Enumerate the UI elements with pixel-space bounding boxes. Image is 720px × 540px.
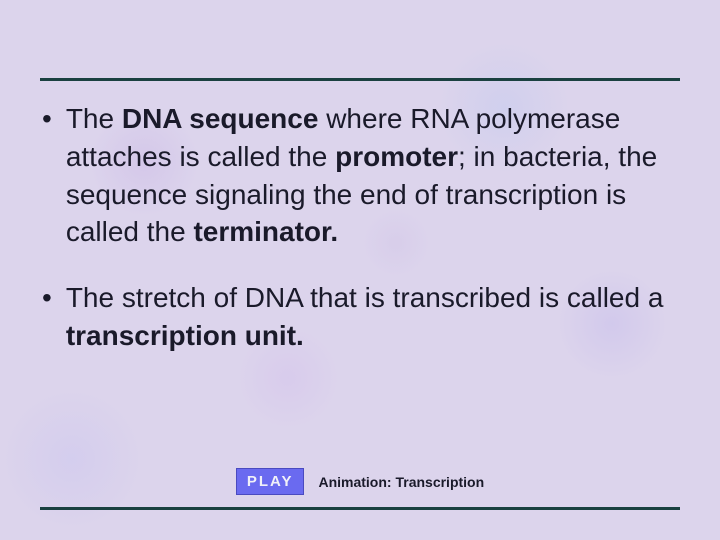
bottom-divider: [40, 507, 680, 510]
animation-caption: Animation: Transcription: [318, 474, 484, 490]
bullet-item: • The DNA sequence where RNA polymerase …: [40, 100, 680, 251]
bullet-item: • The stretch of DNA that is transcribed…: [40, 279, 680, 355]
play-row: PLAY Animation: Transcription: [0, 468, 720, 495]
bullet-text: The DNA sequence where RNA polymerase at…: [66, 100, 680, 251]
bullet-text: The stretch of DNA that is transcribed i…: [66, 279, 680, 355]
top-divider: [40, 78, 680, 81]
bullet-marker: •: [40, 279, 66, 355]
slide: • The DNA sequence where RNA polymerase …: [0, 0, 720, 540]
bullet-marker: •: [40, 100, 66, 251]
play-button[interactable]: PLAY: [236, 468, 305, 495]
content-area: • The DNA sequence where RNA polymerase …: [40, 100, 680, 383]
